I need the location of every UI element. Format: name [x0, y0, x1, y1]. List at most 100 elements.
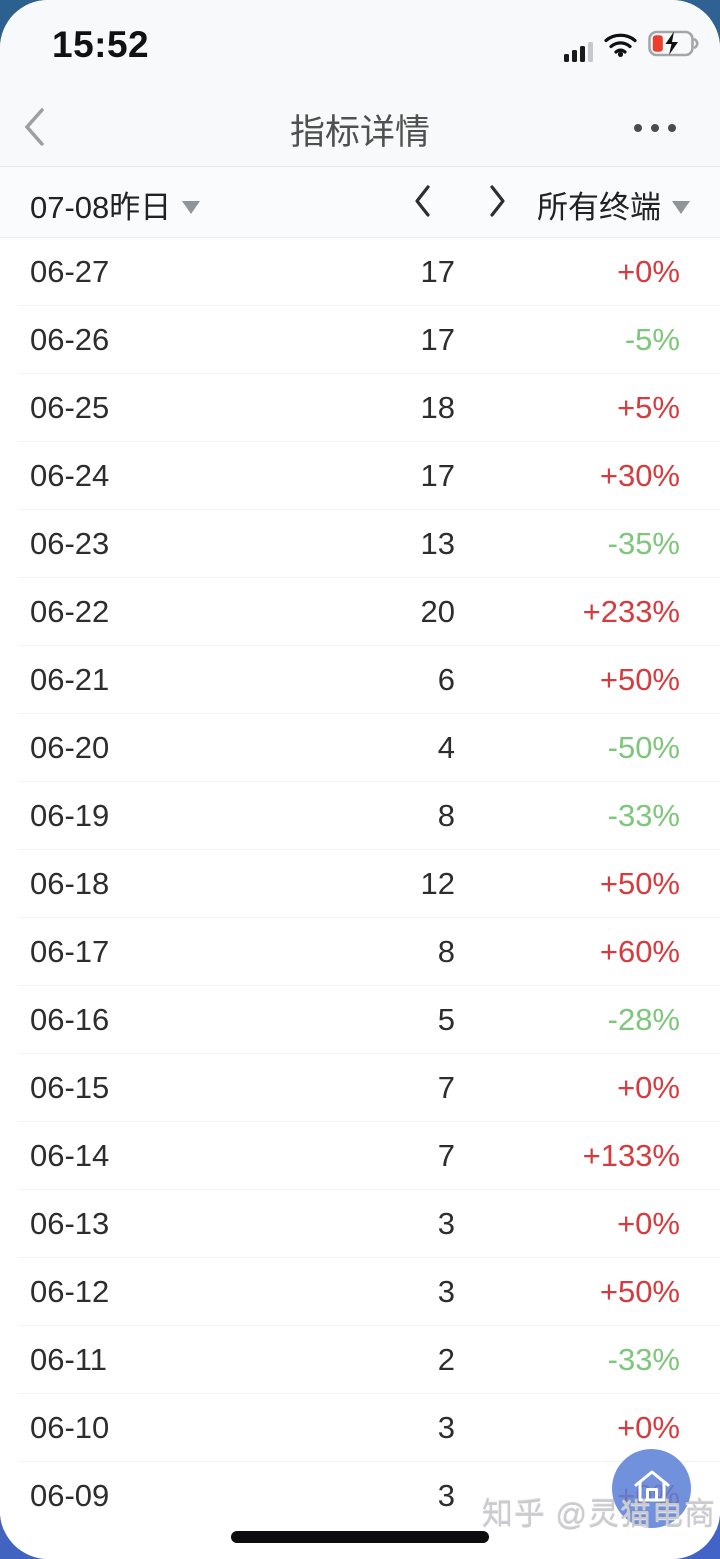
row-value: 17 — [420, 322, 455, 357]
row-value: 6 — [437, 662, 455, 697]
row-value: 20 — [420, 594, 455, 629]
row-date: 06-22 — [30, 594, 110, 629]
date-range-dropdown[interactable]: 07-08昨日 — [30, 182, 201, 227]
table-row: 06-25 18 +5% — [0, 374, 720, 442]
table-row: 06-21 6 +50% — [0, 646, 720, 714]
date-range-label: 07-08昨日 — [30, 190, 172, 225]
row-value: 18 — [420, 390, 455, 425]
table-row: 06-22 20 +233% — [0, 578, 720, 646]
row-date: 06-18 — [30, 866, 110, 901]
home-indicator-bar[interactable] — [231, 1531, 489, 1543]
table-row: 06-27 17 +0% — [0, 238, 720, 306]
row-value: 3 — [437, 1274, 455, 1309]
table-row: 06-19 8 -33% — [0, 782, 720, 850]
row-date: 06-09 — [30, 1478, 110, 1513]
row-change: +133% — [582, 1138, 680, 1173]
chevron-down-icon — [182, 200, 201, 214]
row-date: 06-14 — [30, 1138, 110, 1173]
row-value: 3 — [437, 1478, 455, 1513]
row-change: +30% — [599, 458, 680, 493]
row-change: -33% — [607, 1342, 680, 1377]
row-value: 7 — [437, 1070, 455, 1105]
chevron-down-icon — [672, 200, 690, 214]
row-value: 5 — [437, 1002, 455, 1037]
row-change: +0% — [617, 254, 680, 289]
row-value: 17 — [420, 458, 455, 493]
table-row: 06-15 7 +0% — [0, 1054, 720, 1122]
row-change: +50% — [599, 866, 680, 901]
table-row: 06-11 2 -33% — [0, 1326, 720, 1394]
table-row: 06-17 8 +60% — [0, 918, 720, 986]
battery-charging-icon — [648, 30, 702, 62]
table-row: 06-20 4 -50% — [0, 714, 720, 782]
row-change: +0% — [617, 1410, 680, 1445]
row-change: -33% — [607, 798, 680, 833]
table-row: 06-16 5 -28% — [0, 986, 720, 1054]
table-row: 06-10 3 +0% — [0, 1394, 720, 1462]
row-value: 12 — [420, 866, 455, 901]
row-value: 13 — [420, 526, 455, 561]
row-change: +0% — [617, 1070, 680, 1105]
row-date: 06-16 — [30, 1002, 110, 1037]
nav-divider — [0, 166, 720, 167]
table-row: 06-23 13 -35% — [0, 510, 720, 578]
row-change: +50% — [599, 662, 680, 697]
row-date: 06-20 — [30, 730, 110, 765]
metrics-table: 06-27 17 +0% 06-26 17 -5% 06-25 18 +5% 0… — [0, 238, 720, 1530]
row-value: 3 — [437, 1206, 455, 1241]
home-fab-button[interactable] — [612, 1449, 691, 1528]
more-options-icon[interactable] — [634, 124, 676, 132]
row-date: 06-10 — [30, 1410, 110, 1445]
row-date: 06-12 — [30, 1274, 110, 1309]
terminal-dropdown[interactable]: 所有终端 — [537, 182, 690, 227]
filter-bar: 07-08昨日 所有终端 — [0, 167, 720, 238]
row-date: 06-13 — [30, 1206, 110, 1241]
nav-bar: 指标详情 — [0, 88, 720, 166]
wifi-icon — [604, 32, 637, 62]
row-change: +5% — [617, 390, 680, 425]
back-button[interactable] — [22, 106, 48, 148]
row-date: 06-15 — [30, 1070, 110, 1105]
row-change: -35% — [607, 526, 680, 561]
row-date: 06-21 — [30, 662, 110, 697]
watermark: 知乎 @灵猫电商 — [481, 1497, 716, 1532]
row-change: +233% — [582, 594, 680, 629]
previous-date-button[interactable] — [412, 183, 432, 224]
row-date: 06-27 — [30, 254, 110, 289]
page-title: 指标详情 — [289, 113, 430, 152]
row-value: 2 — [437, 1342, 455, 1377]
status-icons — [564, 30, 702, 62]
row-change: -28% — [607, 1002, 680, 1037]
row-change: -50% — [607, 730, 680, 765]
row-date: 06-25 — [30, 390, 110, 425]
table-row: 06-12 3 +50% — [0, 1258, 720, 1326]
table-row: 06-13 3 +0% — [0, 1190, 720, 1258]
row-value: 8 — [437, 934, 455, 969]
table-row: 06-26 17 -5% — [0, 306, 720, 374]
table-row: 06-24 17 +30% — [0, 442, 720, 510]
row-value: 3 — [437, 1410, 455, 1445]
row-date: 06-23 — [30, 526, 110, 561]
row-date: 06-24 — [30, 458, 110, 493]
row-date: 06-11 — [30, 1342, 107, 1377]
row-change: +60% — [599, 934, 680, 969]
row-value: 4 — [437, 730, 455, 765]
row-date: 06-17 — [30, 934, 110, 969]
table-row: 06-14 7 +133% — [0, 1122, 720, 1190]
row-change: -5% — [624, 322, 680, 357]
row-value: 8 — [437, 798, 455, 833]
cellular-signal-icon — [564, 42, 593, 62]
row-date: 06-19 — [30, 798, 110, 833]
row-change: +0% — [617, 1206, 680, 1241]
next-date-button[interactable] — [488, 183, 508, 224]
table-row: 06-18 12 +50% — [0, 850, 720, 918]
status-bar: 15:52 — [0, 0, 720, 88]
row-date: 06-26 — [30, 322, 110, 357]
terminal-label: 所有终端 — [537, 190, 661, 225]
row-value: 7 — [437, 1138, 455, 1173]
row-change: +50% — [599, 1274, 680, 1309]
home-icon — [631, 1467, 673, 1510]
status-time: 15:52 — [52, 24, 150, 65]
row-value: 17 — [420, 254, 455, 289]
